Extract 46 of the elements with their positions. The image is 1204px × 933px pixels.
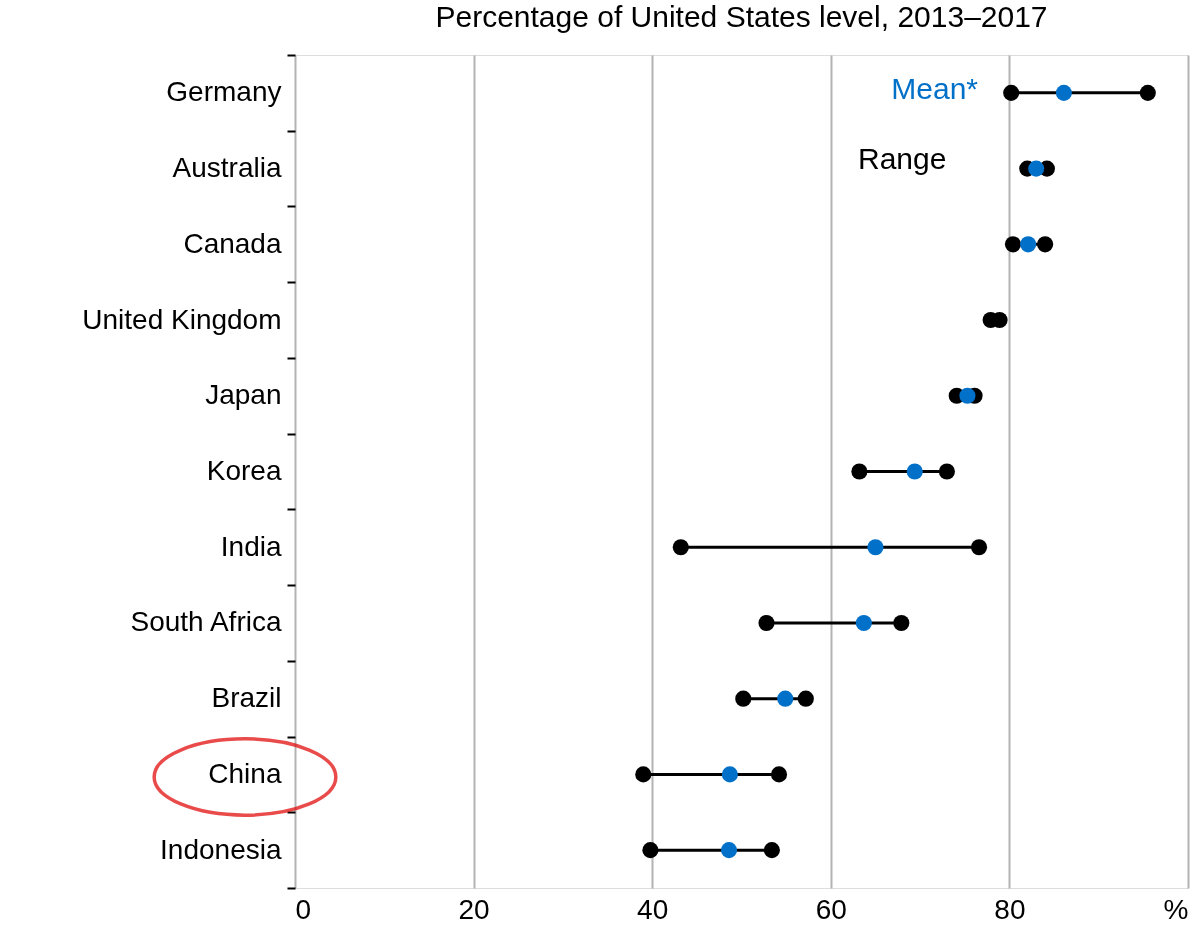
y-tick-label: Germany xyxy=(166,76,282,108)
point xyxy=(1037,236,1054,253)
x-tick-label: 80 xyxy=(994,893,1026,925)
point xyxy=(1020,236,1037,253)
y-tick-label: United Kingdom xyxy=(82,303,282,335)
point xyxy=(797,690,814,707)
point xyxy=(1055,84,1072,101)
text: Range xyxy=(858,142,947,175)
point xyxy=(893,614,910,631)
point xyxy=(938,463,955,480)
point xyxy=(1003,84,1020,101)
point xyxy=(1004,236,1022,253)
point xyxy=(635,766,652,783)
point xyxy=(720,842,738,859)
x-tick-label: 0 xyxy=(295,893,312,925)
y-tick-label: South Africa xyxy=(130,606,282,638)
y-tick-label: Indonesia xyxy=(160,833,282,865)
y-tick-label: India xyxy=(220,530,282,562)
x-tick-label: % xyxy=(1163,893,1189,925)
y-tick-label: Canada xyxy=(183,227,282,259)
y-tick-label: Australia xyxy=(172,152,282,184)
point xyxy=(867,539,884,556)
point xyxy=(721,766,738,783)
y-tick-label: Brazil xyxy=(211,682,282,714)
point xyxy=(777,690,794,707)
point xyxy=(735,690,752,707)
x-tick-label: 20 xyxy=(458,893,490,925)
text: Mean* xyxy=(891,72,979,105)
point xyxy=(642,842,659,859)
chart-title: Percentage of United States level, 2013–2017 xyxy=(435,0,1048,33)
point xyxy=(1028,160,1045,177)
y-tick-label: Korea xyxy=(206,455,282,486)
x-tick-label: 60 xyxy=(815,893,847,925)
x-tick-label: 40 xyxy=(637,893,669,925)
point xyxy=(906,463,923,480)
point xyxy=(959,387,976,404)
point xyxy=(672,539,689,556)
point xyxy=(970,539,988,556)
y-tick-label: Japan xyxy=(205,379,282,411)
point xyxy=(1139,84,1156,101)
point xyxy=(855,614,872,631)
point xyxy=(851,463,868,480)
point xyxy=(770,766,788,783)
point xyxy=(763,842,780,859)
point xyxy=(758,614,775,631)
y-tick-label: China xyxy=(208,757,282,789)
